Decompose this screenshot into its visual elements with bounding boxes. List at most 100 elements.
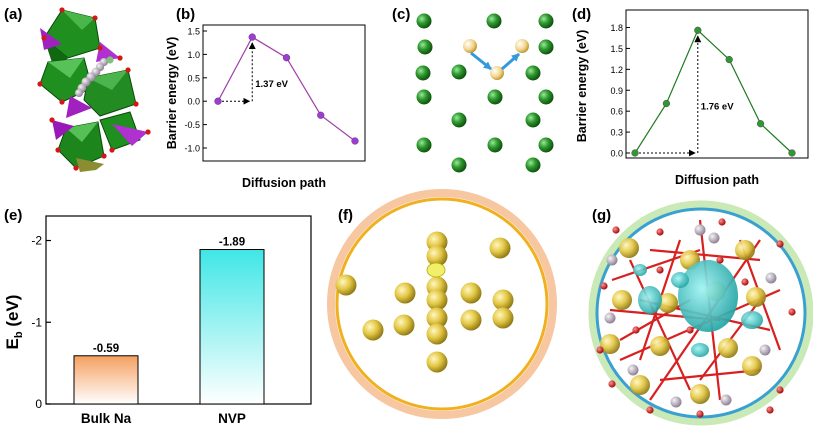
na-atom	[538, 89, 554, 105]
panel-label-c: (c)	[392, 6, 410, 23]
chart-d-point	[631, 149, 639, 157]
na-atom	[487, 89, 503, 105]
na-atom	[538, 137, 554, 153]
chart-b-point	[214, 97, 222, 105]
o-atom	[656, 266, 664, 274]
charge-density-bulk-na	[327, 189, 557, 419]
o-atom	[741, 278, 749, 286]
na-atom	[690, 384, 710, 404]
chart-b-ytick-label: 1.5	[187, 27, 200, 37]
na-atom	[416, 13, 432, 29]
na-atom	[426, 289, 448, 311]
chart-b-ytick-label: 0.5	[187, 73, 200, 83]
o-atom	[788, 308, 796, 316]
diffusion-arrow-right	[501, 52, 520, 71]
chart-e-ytick-label: -2	[31, 234, 42, 248]
na-atom	[742, 356, 762, 376]
chart-d-ylabel: Barrier energy (eV)	[575, 30, 589, 143]
na-atom	[612, 290, 632, 310]
na-atom	[619, 238, 639, 258]
na-atom	[735, 240, 755, 260]
panel-label-b: (b)	[176, 6, 195, 23]
o-atom	[686, 326, 694, 334]
na-atom	[525, 65, 541, 81]
diffusion-atoms-illustration	[415, 13, 554, 173]
na-atom	[600, 334, 620, 354]
o-atom	[608, 380, 616, 388]
crystal-structure-illustration	[37, 7, 151, 172]
chart-b-ytick-label: 1.0	[187, 50, 200, 60]
chart-e-bar	[73, 355, 139, 405]
na-atom	[335, 274, 357, 296]
o-atom	[600, 282, 608, 290]
panel-label-e: (e)	[4, 207, 22, 224]
na-atom	[426, 323, 448, 345]
na-atom	[746, 287, 766, 307]
o-atom	[656, 228, 664, 236]
chart-d-ytick-label: 0.6	[610, 107, 623, 117]
chart-e-ytick-label: -1	[31, 315, 42, 329]
o-atom	[766, 406, 774, 414]
na-atom	[451, 112, 467, 128]
v-atom	[627, 364, 639, 376]
na-atom	[426, 245, 448, 267]
v-atom	[720, 394, 732, 406]
na-atom	[525, 157, 541, 173]
charge-density-nvp	[588, 200, 813, 426]
o-atom	[612, 226, 620, 234]
na-atom	[451, 64, 467, 80]
charge-lobe	[633, 264, 647, 276]
chart-d-ytick-label: 0.9	[610, 86, 623, 96]
o-atom	[776, 240, 784, 248]
chart-e-category-label: Bulk Na	[81, 411, 132, 426]
chart-d-point	[725, 55, 733, 64]
v-atom	[606, 254, 618, 266]
chart-d-point	[694, 26, 702, 34]
chart-b-point	[351, 137, 359, 145]
chart-d-series-line	[634, 29, 793, 154]
v-atom	[759, 344, 771, 356]
na-atom	[658, 293, 678, 313]
v-atom	[694, 224, 706, 236]
chart-d-point	[662, 99, 671, 108]
na-atom	[650, 336, 670, 356]
chart-d-ytick-label: 1.8	[610, 23, 623, 33]
chart-b-annotation: 1.37 eV	[255, 79, 288, 90]
na-atom	[630, 375, 650, 395]
bond	[619, 299, 691, 341]
na-atom	[362, 319, 384, 341]
o-atom	[718, 218, 726, 226]
na-atom	[426, 307, 448, 329]
chart-e-frame	[45, 215, 312, 405]
na-atom	[417, 39, 433, 55]
charge-lobe	[426, 262, 446, 278]
chart-e-binding-energy: 0 -1 -2 -0.59 Bulk Na -1.89 NVP Eb (eV)	[3, 215, 312, 426]
chart-e-bar	[199, 249, 265, 405]
o-atom	[696, 410, 704, 418]
na-atom	[451, 157, 467, 173]
o-atom	[776, 386, 784, 394]
chart-b-point	[282, 54, 291, 62]
panel-label-g: (g)	[592, 207, 611, 224]
chart-d-ytick-label: 0.3	[610, 128, 623, 138]
charge-lobe	[741, 311, 763, 329]
panel-label-a: (a)	[4, 6, 22, 23]
charge-lobe	[671, 272, 689, 288]
chart-e-ylabel: Eb (eV)	[3, 295, 25, 350]
vacancy-site	[515, 39, 529, 53]
na-atom	[426, 351, 448, 373]
chart-d-xlabel: Diffusion path	[675, 173, 759, 187]
chart-d-barrier-energy: 0.0 0.3 0.6 0.9 1.2 1.5 1.8 1.76 eV Diffusion …	[575, 9, 809, 187]
na-atom	[538, 13, 554, 29]
chart-b-frame	[202, 24, 366, 162]
bond	[629, 259, 691, 391]
na-atom	[393, 314, 415, 336]
panel-label-d: (d)	[572, 6, 591, 23]
chart-d-point	[756, 120, 765, 128]
na-atom	[492, 307, 514, 329]
chart-b-barrier-energy: -1.0 -0.5 0.0 0.5 1.0 1.5 1.37 eV Diffusion p…	[165, 24, 366, 190]
chart-e-value-label: -0.59	[93, 343, 119, 355]
chart-b-point	[317, 111, 325, 119]
chart-e-value-label: -1.89	[219, 237, 245, 249]
